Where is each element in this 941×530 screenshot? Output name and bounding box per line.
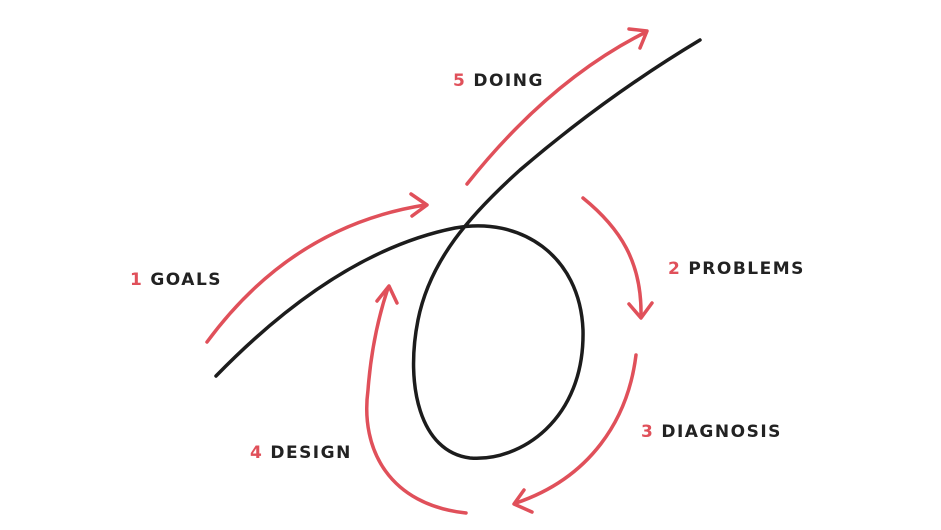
step-label-design: 4 DESIGN bbox=[250, 443, 352, 463]
diagnosis-arrowhead-icon bbox=[512, 488, 534, 514]
step-label-diagnosis: 3 DIAGNOSIS bbox=[641, 422, 782, 442]
problems-arrow bbox=[581, 196, 643, 318]
step-label-doing: 5 DOING bbox=[453, 71, 544, 91]
diagnosis-arrow bbox=[514, 353, 638, 505]
step-label-problems: 2 PROBLEMS bbox=[668, 259, 805, 279]
step-text: PROBLEMS bbox=[688, 259, 805, 279]
step-number: 1 bbox=[130, 270, 144, 290]
step-number: 4 bbox=[250, 443, 264, 463]
step-text: DIAGNOSIS bbox=[661, 422, 782, 442]
problems-arrowhead-icon bbox=[627, 301, 654, 320]
main-path-line bbox=[214, 38, 702, 460]
step-text: DOING bbox=[473, 71, 544, 91]
step-number: 2 bbox=[668, 259, 682, 279]
design-arrowhead-icon bbox=[375, 284, 399, 305]
step-label-goals: 1 GOALS bbox=[130, 270, 222, 290]
goals-arrowhead-icon bbox=[409, 192, 429, 218]
step-number: 3 bbox=[641, 422, 655, 442]
step-text: DESIGN bbox=[270, 443, 352, 463]
doing-arrowhead-icon bbox=[627, 27, 649, 50]
design-arrow bbox=[365, 286, 468, 515]
step-number: 5 bbox=[453, 71, 467, 91]
goals-arrow bbox=[205, 203, 427, 344]
step-text: GOALS bbox=[150, 270, 223, 290]
doing-arrow bbox=[465, 30, 648, 186]
